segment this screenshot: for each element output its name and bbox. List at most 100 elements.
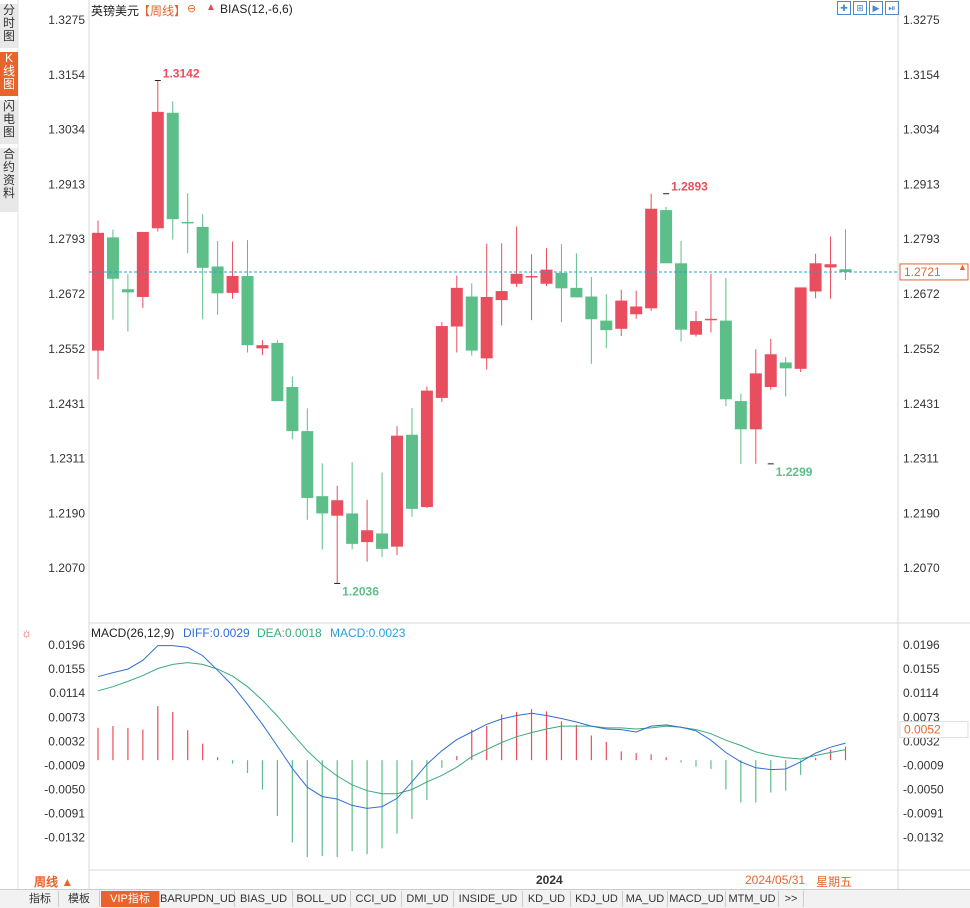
tab-text: 模板 (68, 893, 90, 905)
current-price-arrow-icon: ▲ (958, 262, 967, 272)
macd-macd-value: MACD:0.0023 (330, 626, 406, 640)
tab-text: INSIDE_UD (458, 893, 518, 905)
tab-contract-info[interactable]: 合约资料 (0, 148, 18, 213)
price-tick-label-right: 1.2793 (903, 232, 940, 246)
macd-tick-label-left: 0.0155 (48, 662, 85, 676)
tab-kline-chart[interactable]: K线图 (0, 52, 18, 97)
macd-tick-label-left: -0.0132 (44, 831, 85, 845)
candle-body (136, 231, 149, 297)
macd-tick-label-right: 0.0114 (903, 686, 939, 700)
candle-body (809, 263, 822, 292)
macd-tick-label-left: 0.0114 (49, 686, 85, 700)
tab-macd[interactable]: MACD_UD (668, 891, 726, 907)
macd-current-label: 0.0052 (904, 723, 941, 737)
period-label[interactable]: 【周线】 (138, 4, 187, 18)
price-tick-label-left: 1.3154 (48, 68, 85, 82)
cursor-weekday: 星期五 (816, 875, 853, 889)
candle-body (839, 269, 852, 272)
price-tick-label-right: 1.3154 (903, 68, 940, 82)
current-price-box (899, 263, 969, 281)
candle-body (226, 276, 239, 293)
candle-body (92, 232, 104, 351)
fit-icon[interactable]: ⊞ (853, 1, 867, 15)
price-tick-label-left: 1.2793 (48, 232, 85, 246)
candle-body (675, 263, 688, 330)
tab-text: BARUPDN_UD (160, 893, 236, 905)
price-tick-label-right: 1.2311 (903, 451, 939, 465)
price-tick-label-right: 1.2672 (903, 287, 940, 301)
price-tick-label-left: 1.2190 (48, 506, 85, 520)
price-tick-label-left: 1.2311 (49, 451, 85, 465)
extreme-label: 1.2036 (342, 584, 379, 598)
tab-kd[interactable]: KD_UD (523, 891, 571, 907)
period-button[interactable]: 周线 ▲ (34, 875, 74, 889)
tab-indicator[interactable]: 指标 (22, 891, 59, 907)
candle-body (376, 533, 389, 549)
tab-barupdn[interactable]: BARUPDN_UD (160, 891, 236, 907)
candle-body (450, 287, 463, 327)
indicator-arrow-icon[interactable]: ▲ (206, 2, 216, 13)
macd-tick-label-right: -0.0050 (903, 783, 944, 797)
current-price-label: 1.2721 (904, 265, 941, 279)
tab-inside[interactable]: INSIDE_UD (454, 891, 523, 907)
tab-mtm[interactable]: MTM_UD (726, 891, 779, 907)
price-tick-label-left: 1.2672 (48, 287, 85, 301)
candle-body (435, 326, 448, 398)
tab-bias[interactable]: BIAS_UD (235, 891, 293, 907)
macd-tick-label-left: -0.0050 (44, 783, 85, 797)
candle-body (660, 210, 673, 264)
candle-body (361, 530, 374, 543)
price-tick-label-right: 1.2552 (903, 342, 940, 356)
candle-body (525, 276, 538, 278)
candle-body (211, 266, 224, 294)
tab-more[interactable]: >> (779, 891, 804, 907)
tab-text: MTM_UD (728, 893, 776, 905)
price-tick-label-left: 1.2552 (48, 342, 85, 356)
tab-flash-chart[interactable]: 闪电图 (0, 100, 18, 145)
tab-cci[interactable]: CCI_UD (351, 891, 402, 907)
candle-body (824, 264, 837, 268)
price-tick-label-left: 1.2431 (48, 397, 85, 411)
settings-gear-icon[interactable]: ☼ (21, 626, 32, 640)
tab-text: CCI_UD (355, 893, 397, 905)
tab-dmi[interactable]: DMI_UD (402, 891, 454, 907)
tab-template[interactable]: 模板 (59, 891, 100, 907)
candle-layer: 1.3142 1.2036 1.2893 1.2299 (89, 66, 898, 598)
tab-label: 分时图 (2, 3, 15, 43)
add-indicator-icon[interactable]: ⊖ (187, 3, 197, 15)
tab-label: 合约资料 (2, 147, 15, 200)
tab-vip-indicator[interactable]: VIP指标 (101, 891, 160, 907)
crosshair-icon[interactable]: ✚ (837, 1, 851, 15)
candle-body (286, 387, 299, 432)
candle-body (480, 296, 493, 359)
symbol-name: 英镑美元 (91, 4, 140, 18)
price-tick-label-left: 1.3034 (48, 123, 85, 137)
indicator-label[interactable]: BIAS(12,-6,6) (220, 2, 293, 16)
macd-tick-label-right: 0.0073 (903, 710, 940, 724)
candle-body (241, 276, 254, 346)
candle-body (600, 320, 613, 331)
candle-body (794, 287, 807, 369)
tab-text: MACD_UD (669, 893, 724, 905)
cursor-date: 2024/05/31 (745, 873, 806, 887)
candle-body (196, 226, 209, 268)
candle-body (420, 390, 433, 508)
candle-body (630, 306, 643, 315)
candle-body (271, 342, 284, 402)
candle-body (585, 296, 598, 320)
extreme-label: 1.2299 (776, 465, 813, 479)
tab-text: >> (784, 893, 798, 905)
play-icon[interactable]: ▶ (869, 1, 883, 15)
macd-tick-label-right: 0.0196 (903, 638, 940, 652)
tab-boll[interactable]: BOLL_UD (293, 891, 351, 907)
tab-time-chart[interactable]: 分时图 (0, 4, 18, 49)
candle-body (256, 345, 269, 349)
step-icon[interactable]: ⏯ (885, 1, 899, 15)
macd-diff-value: DIFF:0.0029 (183, 626, 250, 640)
macd-title: MACD(26,12,9) (91, 626, 175, 640)
macd-tick-label-right: -0.0132 (903, 831, 944, 845)
grid-layer (17, 0, 970, 889)
tab-ma[interactable]: MA_UD (623, 891, 668, 907)
tab-text: VIP指标 (110, 893, 150, 905)
tab-kdj[interactable]: KDJ_UD (571, 891, 623, 907)
